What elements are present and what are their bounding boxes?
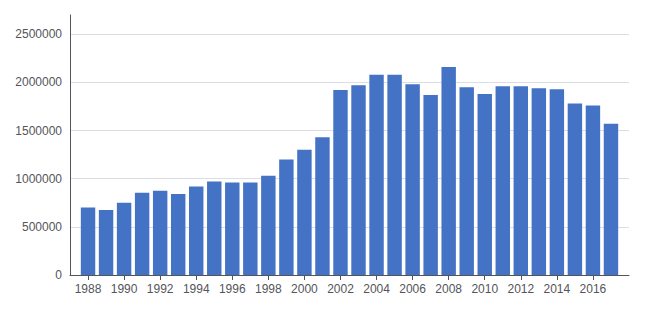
svg-text:0: 0 — [55, 268, 62, 282]
svg-text:2500000: 2500000 — [15, 27, 62, 41]
svg-text:2008: 2008 — [435, 282, 462, 296]
svg-text:500000: 500000 — [22, 220, 62, 234]
svg-text:2012: 2012 — [507, 282, 534, 296]
svg-text:2014: 2014 — [544, 282, 571, 296]
svg-text:2000: 2000 — [291, 282, 318, 296]
svg-text:1996: 1996 — [219, 282, 246, 296]
svg-text:2000000: 2000000 — [15, 75, 62, 89]
svg-text:1000000: 1000000 — [15, 172, 62, 186]
svg-text:2002: 2002 — [327, 282, 354, 296]
svg-text:1990: 1990 — [111, 282, 138, 296]
svg-text:2004: 2004 — [363, 282, 390, 296]
svg-text:1992: 1992 — [147, 282, 174, 296]
svg-text:2016: 2016 — [580, 282, 607, 296]
svg-text:2006: 2006 — [399, 282, 426, 296]
svg-text:1500000: 1500000 — [15, 124, 62, 138]
svg-text:1988: 1988 — [75, 282, 102, 296]
svg-text:2010: 2010 — [471, 282, 498, 296]
svg-text:1998: 1998 — [255, 282, 282, 296]
svg-text:1994: 1994 — [183, 282, 210, 296]
